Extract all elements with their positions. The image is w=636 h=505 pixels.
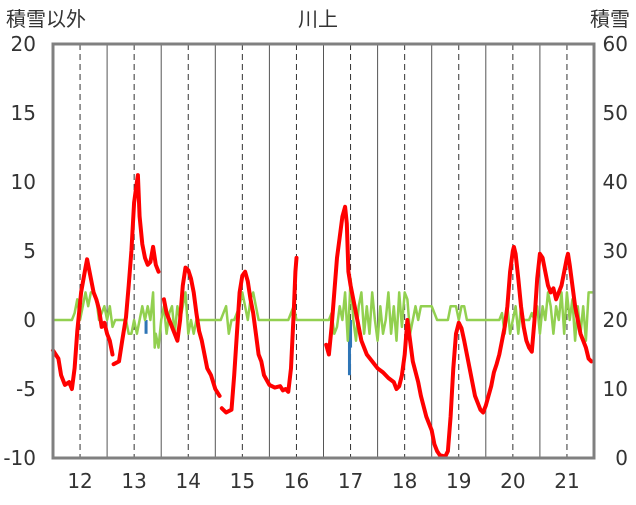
x-tick-label-16: 16 [284, 469, 309, 493]
right-tick-label-40: 40 [603, 170, 628, 194]
left-tick-label-15: 15 [11, 101, 36, 125]
left-tick-label-10: 10 [11, 170, 36, 194]
x-tick-label-13: 13 [121, 469, 146, 493]
x-tick-label-15: 15 [230, 469, 255, 493]
precipitation-bar-0 [144, 320, 148, 334]
right-tick-label-0: 0 [615, 446, 628, 470]
right-tick-label-60: 60 [603, 32, 628, 56]
x-tick-label-18: 18 [392, 469, 417, 493]
right-tick-label-10: 10 [603, 377, 628, 401]
left-tick-label--10: -10 [3, 446, 36, 470]
right-axis-label: 積雪 [590, 7, 630, 31]
precipitation-layer [144, 320, 353, 376]
temperature-line-segment-4 [324, 204, 594, 459]
left-tick-label--5: -5 [16, 377, 36, 401]
left-tick-label-0: 0 [23, 308, 36, 332]
x-tick-label-17: 17 [338, 469, 363, 493]
temperature-line-segment-2 [161, 265, 222, 398]
label-layer: -10 -5 0 5 10 15 20 0 10 20 30 40 50 60 12 13 14 15 16 17 18… [3, 32, 628, 493]
right-tick-label-20: 20 [603, 308, 628, 332]
temperature-line-segment-0 [51, 257, 115, 391]
x-tick-label-21: 21 [554, 469, 579, 493]
x-tick-label-19: 19 [446, 469, 471, 493]
temperature-line-segment-1 [111, 173, 161, 367]
right-tick-label-30: 30 [603, 239, 628, 263]
temperature-line-segment-3 [219, 255, 299, 415]
x-tick-label-14: 14 [176, 469, 201, 493]
left-tick-label-20: 20 [11, 32, 36, 56]
x-tick-label-12: 12 [67, 469, 92, 493]
precipitation-bar-2 [349, 320, 353, 348]
right-tick-label-50: 50 [603, 101, 628, 125]
left-axis-label: 積雪以外 [6, 7, 86, 31]
chart-title: 川上 [298, 7, 338, 31]
x-tick-label-20: 20 [500, 469, 525, 493]
left-tick-label-5: 5 [23, 239, 36, 263]
plot-frame [51, 42, 596, 460]
